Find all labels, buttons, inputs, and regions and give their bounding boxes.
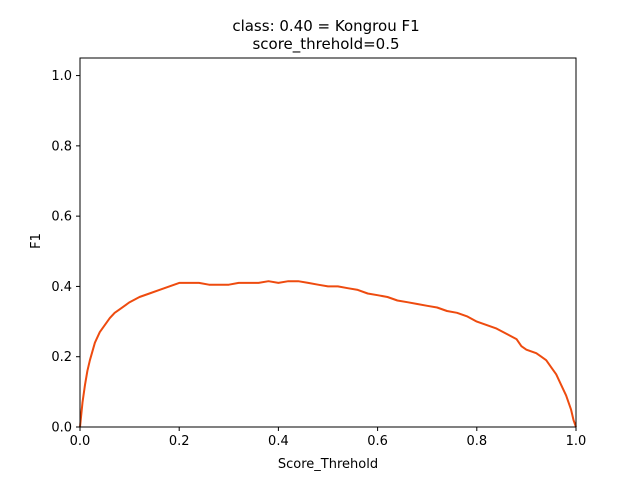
axes-frame: [79, 57, 577, 428]
x-tick-label: 0.0: [70, 434, 91, 449]
y-tick-label: 0.4: [51, 280, 72, 295]
y-tick-label: 0.6: [51, 210, 72, 225]
x-tick-label: 0.2: [169, 434, 190, 449]
series-line-0: [79, 280, 577, 428]
x-tick-label: 0.4: [268, 434, 289, 449]
y-tick-label: 0.8: [51, 139, 72, 154]
x-tick-label: 0.6: [367, 434, 388, 449]
y-tick-label: 0.0: [51, 421, 72, 436]
chart-title: class: 0.40 = Kongrou F1: [232, 17, 419, 35]
x-tick-label: 0.8: [466, 434, 487, 449]
y-axis-label: F1: [29, 233, 44, 249]
x-axis-label: Score_Threhold: [278, 457, 378, 472]
x-tick-label: 1.0: [566, 434, 587, 449]
axes: 0.0 0.2 0.4 0.6 0.8 1.0 0.0 0.2 0.4 0.6 0.8 1.0: [51, 57, 587, 449]
y-tick-label: 1.0: [51, 69, 72, 84]
chart-subtitle: score_threhold=0.5: [252, 35, 399, 54]
plot-area: [79, 280, 577, 428]
y-tick-label: 0.2: [51, 350, 72, 365]
